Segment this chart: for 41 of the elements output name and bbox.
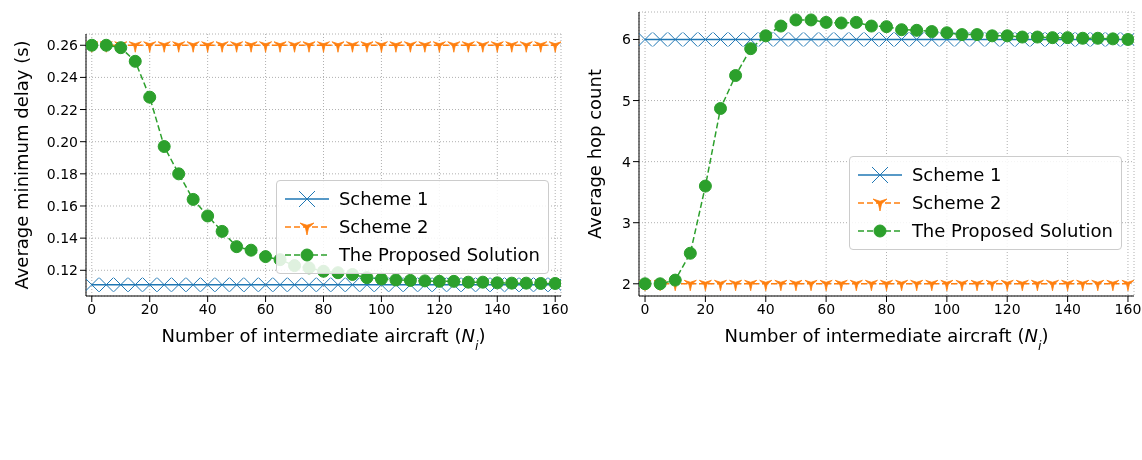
x-tick-label: 100: [933, 300, 961, 317]
x-tick-label: 20: [140, 300, 159, 317]
y-tick-label: 4: [622, 153, 632, 170]
x-tick-label: 160: [1114, 300, 1142, 317]
y-tick-label: 0.24: [46, 69, 79, 86]
x-tick-label: 0: [87, 300, 97, 317]
y-tick-label: 0.16: [46, 197, 79, 214]
x-tick-label: 100: [368, 300, 395, 317]
y-tick-label: 3: [622, 214, 631, 231]
y-tick-label: 0.22: [46, 101, 78, 118]
x-tick-label: 60: [817, 300, 836, 317]
legend-label: Scheme 2: [911, 191, 1002, 215]
x-axis-title: Number of intermediate aircraft (N$_{i}$): [724, 325, 1049, 353]
y-tick-label: 6: [622, 31, 632, 48]
y-tick-label: 5: [622, 92, 631, 109]
x-tick-label: 80: [314, 300, 333, 317]
y-tick-label: 0.20: [46, 133, 78, 150]
x-tick-label: 140: [483, 300, 511, 317]
x-tick-label: 40: [198, 300, 217, 317]
y-axis-title: Average minimum delay (s): [11, 40, 32, 290]
x-tick-label: 40: [756, 300, 775, 317]
x-tick-label: 140: [1054, 300, 1081, 317]
x-tick-label: 120: [425, 300, 453, 317]
legend-label: Scheme 1: [338, 187, 429, 211]
legend-label: Scheme 1: [911, 163, 1002, 187]
y-axis-title: Average hop count: [584, 69, 605, 239]
y-tick-label: 0.12: [46, 262, 78, 279]
x-tick-label: 60: [256, 300, 275, 317]
y-tick-label: 0.26: [46, 37, 79, 54]
y-tick-label: 0.18: [46, 165, 78, 182]
x-tick-label: 80: [877, 300, 896, 317]
legend-label: Scheme 2: [338, 215, 429, 239]
x-tick-label: 120: [993, 300, 1021, 317]
legend-label: The Proposed Solution: [338, 243, 540, 267]
x-tick-label: 0: [640, 300, 650, 317]
legend-label: The Proposed Solution: [911, 219, 1113, 243]
y-tick-label: 2: [622, 275, 631, 292]
x-axis-title: Number of intermediate aircraft (N$_{i}$): [161, 325, 486, 353]
y-tick-label: 0.14: [46, 230, 79, 247]
x-tick-label: 20: [696, 300, 715, 317]
x-tick-label: 160: [541, 300, 569, 317]
